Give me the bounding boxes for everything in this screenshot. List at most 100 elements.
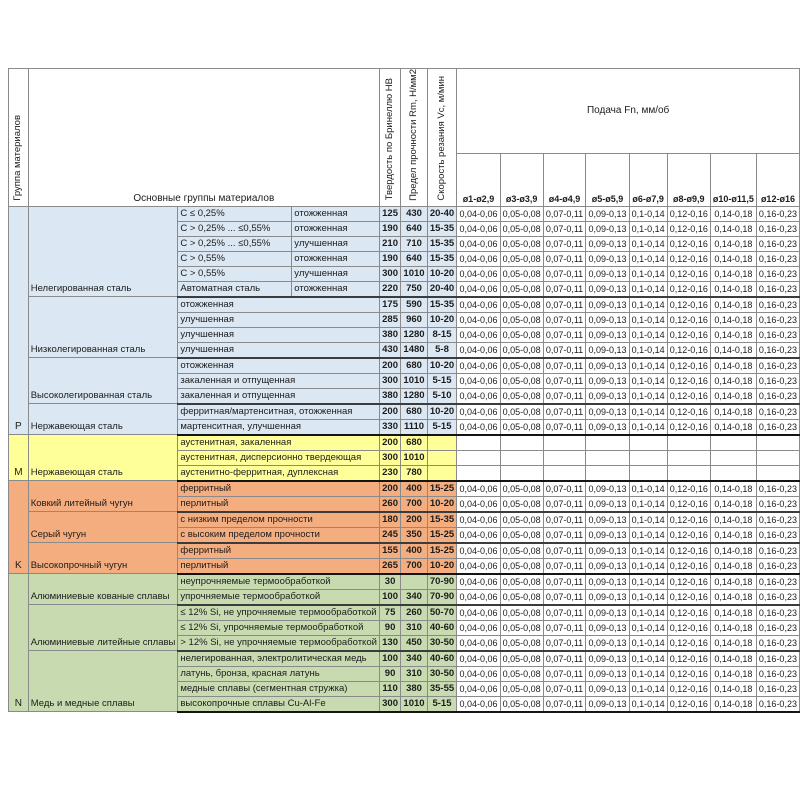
material-family-label: Нелегированная сталь [27, 205, 179, 298]
feed-value-cell: 0,1-0,14 [628, 265, 668, 282]
strength-value-cell: 1280 [400, 326, 428, 343]
feed-value-cell: 0,04-0,06 [456, 634, 501, 652]
speed-header: Скорость резания Vc, м/мин [426, 68, 458, 207]
feed-value-cell: 0,04-0,06 [456, 619, 501, 636]
hardness-value-cell: 180 [378, 511, 402, 528]
feed-value-cell: 0,09-0,13 [585, 480, 630, 497]
hardness-value-cell: 430 [378, 341, 402, 359]
feed-value-cell: 0,1-0,14 [628, 495, 668, 513]
feed-value-cell: 0,14-0,18 [709, 634, 757, 652]
hardness-value-cell: 155 [378, 542, 402, 559]
feed-value-cell: 0,16-0,23 [755, 280, 800, 298]
diameter-header-cell: ø6-ø7,9 [628, 152, 668, 207]
carbon-content-cell: C > 0,55% [177, 265, 293, 282]
feed-value-cell [456, 464, 501, 482]
table-row: Низколегированная сталь отожженная 175 590 1… [9, 296, 800, 359]
speed-value-cell: 50-70 [426, 604, 458, 621]
feed-value-cell [585, 434, 630, 451]
feed-value-cell: 0,12-0,16 [666, 557, 711, 575]
material-description-cell: неупрочняемые термообработкой [177, 573, 380, 590]
section-letter: P [8, 205, 29, 436]
feed-value-cell: 0,14-0,18 [709, 387, 757, 405]
feed-value-cell: 0,14-0,18 [709, 511, 757, 528]
feed-value-cell [666, 434, 711, 451]
strength-value-cell: 590 [400, 296, 428, 313]
feed-value-cell [499, 449, 544, 466]
feed-value-cell: 0,12-0,16 [666, 665, 711, 682]
feed-value-cell: 0,12-0,16 [666, 311, 711, 328]
hardness-header-label: Твердость по Бринеллю HB [384, 78, 396, 201]
feed-value-cell: 0,09-0,13 [585, 588, 630, 606]
feed-value-cell [628, 449, 668, 466]
strength-value-cell: 710 [400, 235, 428, 252]
feed-value-cell: 0,1-0,14 [628, 557, 668, 575]
feed-value-cell: 0,1-0,14 [628, 695, 668, 713]
strength-value-cell: 380 [400, 680, 428, 697]
material-description-cell: с высоким пределом прочности [177, 526, 380, 544]
feed-value-cell: 0,1-0,14 [628, 357, 668, 374]
speed-value-cell: 5-8 [426, 341, 458, 359]
feed-value-cell: 0,14-0,18 [709, 220, 757, 237]
material-family-label: Медь и медные сплавы [27, 650, 179, 713]
heat-state-cell: отожженная [291, 205, 380, 222]
feed-value-cell: 0,05-0,08 [499, 296, 544, 313]
feed-value-cell: 0,16-0,23 [755, 250, 800, 267]
group-column-header: Группа материалов [8, 68, 29, 207]
table-row: Медь и медные сплавы нелегированная, элек… [9, 650, 800, 713]
feed-value-cell: 0,05-0,08 [499, 526, 544, 544]
material-family-label: Серый чугун [27, 511, 179, 544]
table-row: мартенситная, улучшенная 330 1110 5-15 0,04-… [9, 418, 800, 436]
feed-value-cell: 0,1-0,14 [628, 680, 668, 697]
feed-value-cell [755, 434, 800, 451]
feed-value-cell: 0,07-0,11 [542, 341, 587, 359]
feed-value-cell: 0,05-0,08 [499, 511, 544, 528]
feed-value-cell: 0,09-0,13 [585, 205, 630, 222]
feed-value-cell: 0,1-0,14 [628, 511, 668, 528]
feed-value-cell: 0,14-0,18 [709, 265, 757, 282]
hardness-value-cell: 330 [378, 418, 402, 436]
hardness-value-cell: 300 [378, 372, 402, 389]
hardness-value-cell: 300 [378, 265, 402, 282]
material-family-label: Алюминиевые литейные сплавы [27, 604, 179, 652]
feed-value-cell: 0,16-0,23 [755, 511, 800, 528]
carbon-content-cell: C > 0,25% ... ≤0,55% [177, 235, 293, 252]
strength-value-cell: 340 [400, 588, 428, 606]
hardness-value-cell: 90 [378, 619, 402, 636]
feed-value-cell [456, 449, 501, 466]
feed-value-cell [709, 434, 757, 451]
feed-value-cell: 0,04-0,06 [456, 604, 501, 621]
hardness-value-cell: 245 [378, 526, 402, 544]
material-description-cell: мартенситная, улучшенная [177, 418, 380, 436]
table-row: > 12% Si, не упрочняемые термообработкой… [9, 634, 800, 652]
speed-value-cell: 15-35 [426, 296, 458, 313]
feed-value-cell: 0,09-0,13 [585, 341, 630, 359]
feed-value-cell: 0,12-0,16 [666, 418, 711, 436]
feed-value-cell: 0,07-0,11 [542, 588, 587, 606]
speed-value-cell: 20-40 [426, 205, 458, 222]
table-row: аустенитно-ферритная, дуплексная 230 780 [9, 464, 800, 482]
feed-value-cell: 0,16-0,23 [755, 573, 800, 590]
hardness-value-cell: 260 [378, 495, 402, 513]
strength-value-cell: 310 [400, 619, 428, 636]
feed-value-cell: 0,12-0,16 [666, 372, 711, 389]
table-row: Серый чугун с низким пределом прочности 18… [9, 511, 800, 544]
feed-value-cell: 0,14-0,18 [709, 557, 757, 575]
feed-value-cell [456, 434, 501, 451]
feed-value-cell: 0,04-0,06 [456, 680, 501, 697]
feed-value-cell: 0,05-0,08 [499, 403, 544, 420]
hardness-value-cell: 380 [378, 387, 402, 405]
feed-value-cell: 0,12-0,16 [666, 235, 711, 252]
table-row: M Нержавеющая сталь аустенитная, закаленна… [8, 434, 800, 482]
strength-value-cell: 400 [400, 542, 428, 559]
feed-value-cell: 0,09-0,13 [585, 250, 630, 267]
speed-value-cell [426, 449, 458, 466]
feed-value-cell: 0,07-0,11 [542, 557, 587, 575]
speed-value-cell: 15-35 [426, 511, 458, 528]
feed-value-cell: 0,16-0,23 [755, 665, 800, 682]
table-row: N Алюминиевые кованые сплавы неупрочняемые… [8, 573, 800, 713]
feed-value-cell: 0,09-0,13 [585, 619, 630, 636]
feed-value-cell: 0,07-0,11 [542, 205, 587, 222]
hardness-value-cell: 300 [378, 449, 402, 466]
strength-value-cell: 430 [400, 205, 428, 222]
